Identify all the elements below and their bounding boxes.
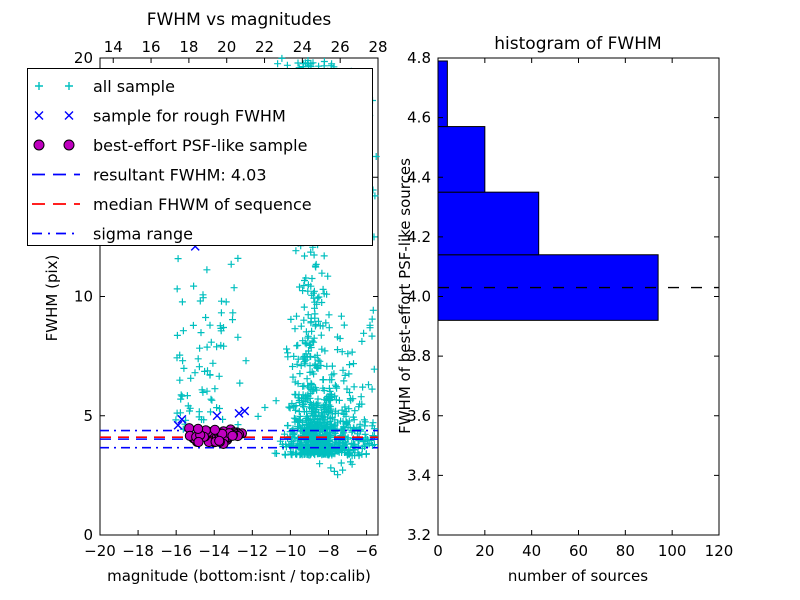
right-plot-y-tick-label: 4.6 <box>407 109 431 127</box>
left-plot-x-tick-label: −20 <box>84 542 116 560</box>
left-plot-top-tick-label: 26 <box>331 38 350 56</box>
legend-item: sigma range <box>32 225 193 244</box>
right-plot-y-tick-label: 3.4 <box>407 466 431 484</box>
left-plot-top-tick-label: 22 <box>255 38 274 56</box>
left-plot-xlabel: magnitude (bottom:isnt / top:calib) <box>107 567 371 585</box>
left-plot-y-tick-label: 5 <box>83 407 93 425</box>
legend-item: best-effort PSF-like sample <box>33 136 307 155</box>
legend-item-label: best-effort PSF-like sample <box>93 136 307 155</box>
right-plot-y-tick-label: 4.8 <box>407 49 431 67</box>
left-plot-top-tick-label: 28 <box>368 38 387 56</box>
left-plot-title: FWHM vs magnitudes <box>147 10 332 30</box>
left-plot-x-tick-label: −6 <box>356 542 378 560</box>
legend-plus-icon <box>35 82 43 90</box>
right-plot-y-tick-label: 4.2 <box>407 228 431 246</box>
right-plot-x-tick-label: 80 <box>616 542 635 560</box>
legend-x-icon <box>64 111 74 120</box>
left-plot-x-tick-label: −12 <box>237 542 269 560</box>
left-plot-threshold-lines <box>100 429 378 449</box>
left-plot-x-tick-label: −10 <box>275 542 307 560</box>
left-plot-y-tick-label: 10 <box>74 288 93 306</box>
left-plot-top-tick-label: 18 <box>179 38 198 56</box>
legend-x-icon <box>34 111 44 120</box>
left-plot-top-tick-label: 16 <box>142 38 161 56</box>
right-plot-y-tick-label: 3.6 <box>407 407 431 425</box>
left-plot-x-tick-label: −14 <box>198 542 230 560</box>
legend-item-label: sigma range <box>93 225 193 244</box>
legend-box <box>27 68 373 246</box>
right-plot-y-tick-label: 3.8 <box>407 347 431 365</box>
left-plot-scatter-psf-sample <box>184 423 247 449</box>
right-plot-bars <box>437 60 659 321</box>
right-plot-x-tick-label: 40 <box>522 542 541 560</box>
right-plot: 0 20 40 60 80 100 120 3.2 3.4 3.6 3.8 4.0 4.2 4.4 4.6 4… <box>396 34 733 585</box>
histogram-bar <box>437 191 540 256</box>
left-plot-top-tick-label: 20 <box>217 38 236 56</box>
legend-item-label: all sample <box>93 77 175 96</box>
legend: all sample sample for rough FWHM best-effo… <box>27 68 373 246</box>
histogram-bar <box>437 126 486 193</box>
left-plot-y-tick-label: 20 <box>74 49 93 67</box>
left-plot-ylabel: FWHM (pix) <box>43 255 61 342</box>
right-plot-xlabel: number of sources <box>508 567 648 585</box>
left-plot-top-tick-label: 24 <box>293 38 312 56</box>
right-plot-y-tick-label: 4.4 <box>407 168 431 186</box>
right-plot-x-tick-label: 0 <box>433 542 443 560</box>
left-plot-ticks: −20 −18 −16 −14 −12 −10 −8 −6 14 16 18 20 22 24 26 28 0 5… <box>74 38 388 560</box>
legend-item: sample for rough FWHM <box>34 107 286 126</box>
legend-item: median FHWM of sequence <box>32 195 312 214</box>
left-plot-scatter-rough-fwhm <box>173 222 250 430</box>
left-plot-x-tick-label: −16 <box>160 542 192 560</box>
legend-item: resultant FWHM: 4.03 <box>32 166 267 185</box>
left-plot-x-tick-label: −18 <box>122 542 154 560</box>
histogram-bar <box>437 254 659 321</box>
legend-item: all sample <box>35 77 175 96</box>
histogram-bar <box>437 60 448 128</box>
legend-item-label: sample for rough FWHM <box>93 107 286 126</box>
legend-circle-icon <box>63 139 75 151</box>
right-plot-ticks: 0 20 40 60 80 100 120 3.2 3.4 3.6 3.8 4.0 4.2 4.4 4.6 4… <box>407 49 733 560</box>
right-plot-x-tick-label: 20 <box>475 542 494 560</box>
left-plot-y-tick-label: 0 <box>83 526 93 544</box>
left-plot-x-tick-label: −8 <box>317 542 339 560</box>
right-plot-x-tick-label: 100 <box>658 542 687 560</box>
right-plot-y-tick-label: 4.0 <box>407 288 431 306</box>
legend-circle-icon <box>33 139 45 151</box>
right-plot-ylabel: FWHM of best-effort PSF-like sources <box>396 158 414 434</box>
legend-plus-icon <box>65 82 73 90</box>
right-plot-x-tick-label: 60 <box>569 542 588 560</box>
legend-item-label: median FHWM of sequence <box>93 195 312 214</box>
right-plot-y-tick-label: 3.2 <box>407 526 431 544</box>
legend-item-label: resultant FWHM: 4.03 <box>93 166 267 185</box>
left-plot-top-tick-label: 14 <box>104 38 123 56</box>
right-plot-title: histogram of FWHM <box>494 34 661 54</box>
right-plot-x-tick-label: 120 <box>705 542 734 560</box>
